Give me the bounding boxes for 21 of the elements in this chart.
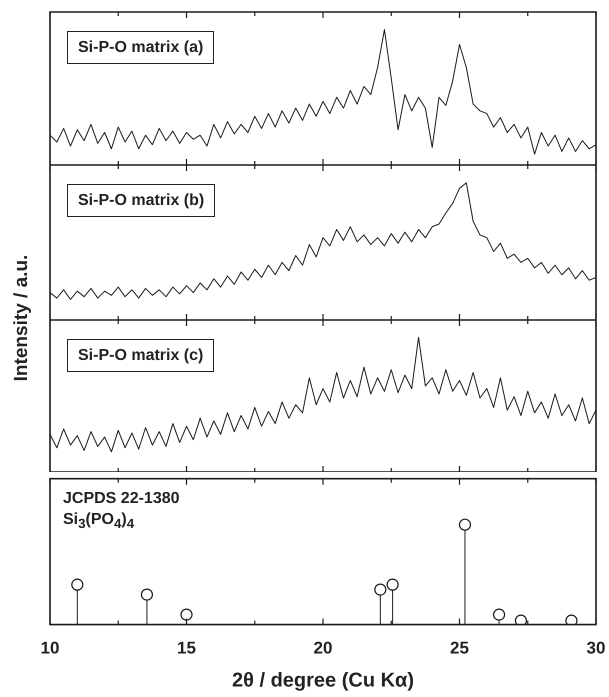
point <box>492 608 506 621</box>
point <box>458 518 472 531</box>
point <box>71 578 84 591</box>
point <box>180 608 193 621</box>
text: JCPDS 22-1380 <box>63 489 180 509</box>
point <box>374 584 386 596</box>
annotation: Si$_{3}$(PO$_{4}$)$_{4}$ <box>63 510 136 534</box>
x-tick-label: 25 <box>450 638 469 658</box>
x-tick-label: 30 <box>586 638 606 658</box>
point <box>565 614 578 625</box>
x-tick-label: 10 <box>40 638 60 658</box>
annotation: Si-P-O matrix (b) <box>67 184 216 217</box>
x-tick-label: 15 <box>177 638 196 658</box>
x-axis-title: 2θ / degree (Cu Kα) <box>232 670 414 692</box>
annotation: Si-P-O matrix (a) <box>67 31 214 64</box>
point <box>140 588 154 601</box>
annotation: Si-P-O matrix (c) <box>67 339 214 372</box>
y-axis-title: Intensity / a.u. <box>11 254 33 382</box>
x-tick-label: 20 <box>314 638 332 658</box>
point <box>386 578 399 591</box>
point <box>514 614 528 625</box>
